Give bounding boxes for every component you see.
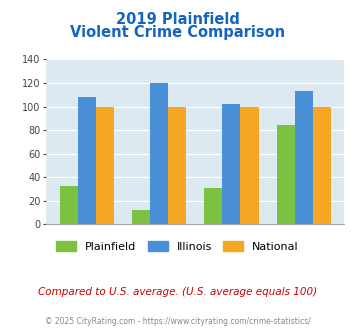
Text: Violent Crime Comparison: Violent Crime Comparison [70, 25, 285, 40]
Bar [204, 188, 222, 224]
Bar [313, 107, 331, 224]
Text: 2019 Plainfield: 2019 Plainfield [116, 12, 239, 26]
Bar [78, 97, 96, 224]
Bar [240, 107, 258, 224]
Bar [96, 107, 114, 224]
Bar [132, 210, 150, 224]
Bar [222, 104, 240, 224]
Bar [295, 91, 313, 224]
Text: © 2025 CityRating.com - https://www.cityrating.com/crime-statistics/: © 2025 CityRating.com - https://www.city… [45, 317, 310, 326]
Bar [277, 125, 295, 224]
Bar [150, 83, 168, 224]
Text: Compared to U.S. average. (U.S. average equals 100): Compared to U.S. average. (U.S. average … [38, 287, 317, 297]
Bar [60, 185, 78, 224]
Legend: Plainfield, Illinois, National: Plainfield, Illinois, National [56, 241, 299, 252]
Bar [168, 107, 186, 224]
